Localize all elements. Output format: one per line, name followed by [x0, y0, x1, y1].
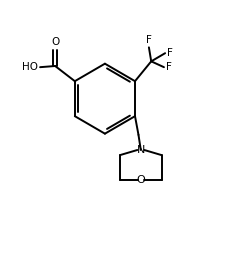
Text: F: F: [146, 35, 152, 45]
Text: N: N: [137, 145, 145, 155]
Text: F: F: [168, 48, 173, 58]
Text: O: O: [51, 37, 59, 47]
Text: O: O: [137, 175, 145, 185]
Text: HO: HO: [22, 62, 38, 72]
Text: F: F: [166, 62, 172, 72]
